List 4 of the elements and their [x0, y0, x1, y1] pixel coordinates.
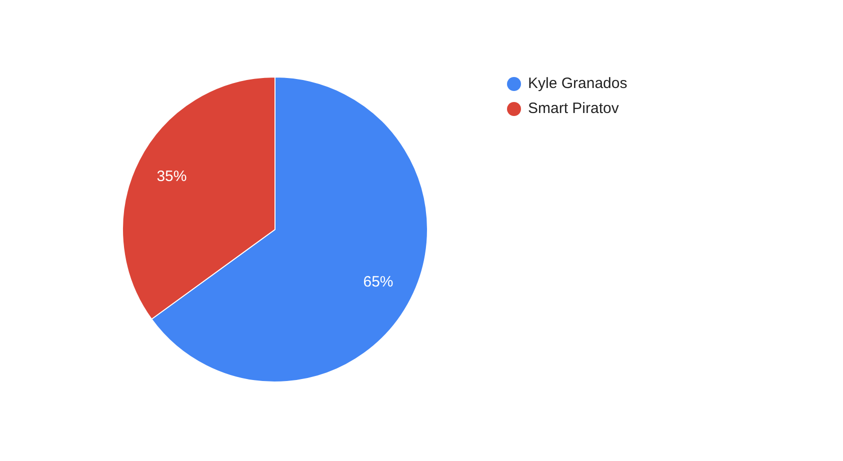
data-label: 65% — [363, 273, 394, 290]
data-label: 35% — [156, 168, 187, 186]
legend-label: Smart Piratov — [528, 100, 620, 118]
legend-label: Kyle Granados — [528, 75, 628, 92]
